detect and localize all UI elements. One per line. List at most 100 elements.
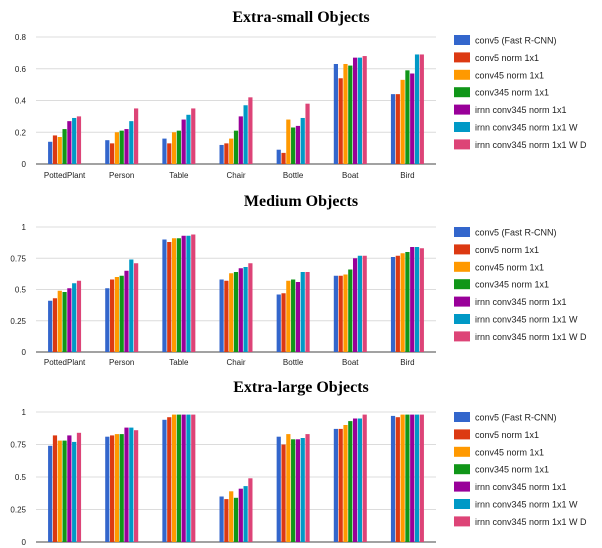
y-tick-label: 0.25	[10, 506, 26, 515]
legend-swatch	[454, 122, 470, 132]
bar	[338, 428, 343, 542]
bar	[291, 127, 296, 164]
bar	[129, 121, 134, 164]
bar	[281, 293, 286, 352]
bar	[52, 435, 58, 542]
x-tick-label: Chair	[226, 358, 245, 367]
bar	[124, 129, 129, 164]
bar	[57, 137, 62, 164]
legend-label: conv5 (Fast R-CNN)	[475, 413, 557, 423]
y-tick-label: 0.25	[10, 317, 26, 326]
y-tick-label: 1	[22, 223, 27, 232]
bar	[233, 497, 239, 542]
bar	[400, 414, 405, 542]
legend-swatch	[454, 464, 470, 475]
y-tick-label: 0.75	[10, 441, 26, 450]
bar	[129, 259, 134, 352]
bar	[291, 279, 296, 352]
bar	[395, 255, 400, 352]
bar	[105, 140, 110, 164]
bar	[243, 267, 248, 352]
bar	[357, 57, 362, 164]
bar	[67, 121, 72, 164]
bar	[362, 255, 367, 352]
bar	[286, 280, 291, 352]
bar	[134, 108, 139, 164]
bar	[52, 298, 58, 352]
chart-title: Extra-large Objects	[233, 379, 369, 396]
bar	[333, 63, 338, 164]
x-tick-label: Boat	[342, 358, 359, 367]
bar	[276, 436, 281, 542]
bar	[186, 414, 191, 542]
legend-label: irnn conv345 norm 1x1	[475, 297, 567, 307]
bar	[343, 274, 348, 352]
bar	[343, 63, 348, 164]
bar	[167, 417, 172, 542]
bar	[352, 258, 358, 352]
bar	[362, 56, 367, 164]
bar	[110, 279, 115, 352]
x-tick-label: Person	[109, 171, 134, 180]
bar	[286, 434, 291, 542]
bar	[105, 436, 110, 542]
bar	[48, 141, 53, 164]
bar	[219, 279, 224, 352]
x-tick-label: Chair	[226, 171, 245, 180]
legend-swatch	[454, 69, 470, 80]
legend-swatch	[454, 516, 470, 527]
bar	[224, 280, 229, 352]
chart-svg: Extra-large Objects00.250.50.751PottedPl…	[10, 379, 587, 548]
bar	[57, 440, 62, 542]
chart-extra-large-objects: Extra-large Objects00.250.50.751PottedPl…	[0, 372, 602, 548]
chart-svg: Medium Objects 0 0.25 0.5 0.75 1 PottedPlant Pe…	[10, 193, 587, 367]
bar	[114, 277, 120, 352]
bar	[67, 288, 72, 352]
bar	[114, 132, 120, 164]
bar	[248, 263, 253, 352]
bar	[162, 419, 167, 542]
legend-label: irnn conv345 norm 1x1 W	[475, 500, 578, 510]
y-tick-label: 0.75	[10, 254, 26, 263]
bar	[181, 119, 186, 164]
bar	[114, 434, 120, 542]
bar	[162, 138, 167, 164]
legend-label: conv345 norm 1x1	[475, 280, 549, 290]
bar	[357, 255, 362, 352]
bar	[405, 414, 410, 542]
x-tick-label: PottedPlant	[44, 358, 86, 367]
bar	[410, 247, 415, 352]
bar	[362, 414, 367, 542]
chart-svg: Extra-small Objects 0 0.2 0.4 0.6 0.8 PottedPl…	[15, 9, 587, 180]
bar	[181, 235, 186, 352]
bar	[224, 143, 229, 164]
bar	[233, 272, 239, 352]
bar	[338, 78, 343, 164]
legend-label: irnn conv345 norm 1x1 W D	[475, 517, 587, 527]
bar	[186, 235, 191, 352]
legend-label: conv45 norm 1x1	[475, 70, 544, 80]
bar	[414, 54, 420, 164]
chart-extra-small-objects: Extra-small Objects 0 0.2 0.4 0.6 0.8 PottedPl…	[0, 0, 602, 182]
bar	[390, 257, 396, 352]
bar	[291, 439, 296, 542]
legend-label: irnn conv345 norm 1x1 W D	[475, 140, 587, 150]
legend-label: conv5 norm 1x1	[475, 53, 539, 63]
bar	[76, 116, 82, 165]
x-tick-label: PottedPlant	[44, 171, 86, 180]
bar	[281, 444, 286, 542]
bar	[52, 135, 58, 164]
bar	[110, 435, 115, 542]
bar	[243, 486, 248, 542]
bar	[395, 417, 400, 542]
x-tick-label: Table	[169, 358, 189, 367]
bar	[305, 272, 310, 352]
bar	[414, 414, 420, 542]
bar	[229, 273, 234, 352]
bar	[395, 94, 400, 164]
bar	[72, 441, 77, 542]
bar	[390, 415, 396, 542]
x-tick-label: Bottle	[283, 358, 304, 367]
bar	[300, 117, 305, 164]
bar	[62, 129, 67, 164]
